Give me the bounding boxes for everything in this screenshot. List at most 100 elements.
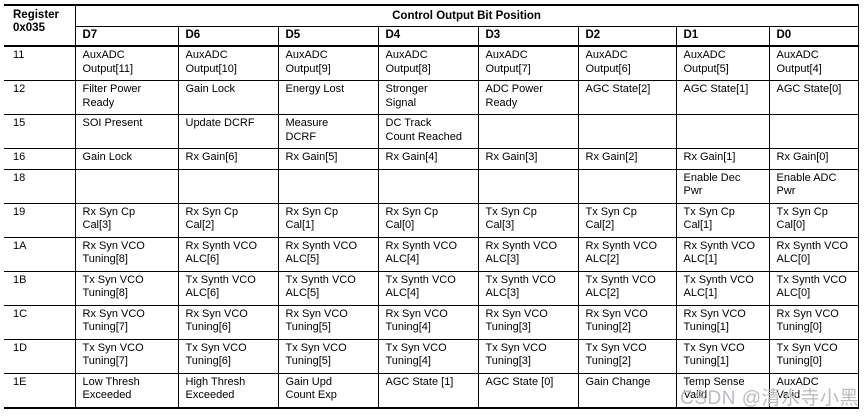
bit-cell-d7: AuxADC Output[11] <box>75 46 179 81</box>
bit-cell-d4: AuxADC Output[8] <box>378 46 479 81</box>
bit-cell-d7: Tx Syn VCO Tuning[8] <box>75 271 179 306</box>
bit-cell-d1: Rx Gain[1] <box>676 148 770 170</box>
bit-cell-d1: Enable Dec Pwr <box>676 169 770 204</box>
bit-cell-d1: Rx Synth VCO ALC[1] <box>676 237 770 272</box>
bit-cell-d5 <box>278 169 379 204</box>
table-row: 11 AuxADC Output[11] AuxADC Output[10] AuxA… <box>4 46 859 81</box>
column-header-d7: D7 <box>75 26 179 47</box>
table-row: 1B Tx Syn VCO Tuning[8] Tx Synth VCO ALC[6… <box>4 271 859 306</box>
bit-cell-d4: Rx Syn VCO Tuning[4] <box>378 305 479 340</box>
bit-cell-d3: Tx Syn Cp Cal[3] <box>478 203 579 238</box>
bit-cell-d0: AGC State[0] <box>769 80 859 115</box>
bit-cell-d3: Tx Syn VCO Tuning[3] <box>478 339 579 374</box>
bit-cell-d0 <box>769 114 859 149</box>
column-header-d1: D1 <box>676 26 770 47</box>
register-cell: 11 <box>4 46 76 81</box>
bit-cell-d0: Tx Syn VCO Tuning[0] <box>769 339 859 374</box>
bit-cell-d1: Tx Syn VCO Tuning[1] <box>676 339 770 374</box>
bit-cell-d4: Rx Syn Cp Cal[0] <box>378 203 479 238</box>
bit-cell-d0: AuxADC Valid <box>769 373 859 408</box>
bit-cell-d0: Rx Gain[0] <box>769 148 859 170</box>
bit-cell-d2: Tx Syn VCO Tuning[2] <box>578 339 677 374</box>
table-row: 1A Rx Syn VCO Tuning[8] Rx Synth VCO ALC[6… <box>4 237 859 272</box>
column-header-d6: D6 <box>178 26 279 47</box>
bit-cell-d3 <box>478 114 579 149</box>
bit-cell-d2: Rx Gain[2] <box>578 148 677 170</box>
bit-cell-d6: Rx Synth VCO ALC[6] <box>178 237 279 272</box>
bit-cell-d0: Rx Synth VCO ALC[0] <box>769 237 859 272</box>
bit-cell-d3: Rx Gain[3] <box>478 148 579 170</box>
bit-cell-d7: Low Thresh Exceeded <box>75 373 179 408</box>
table-row: 12 Filter Power Ready Gain Lock Energy Lost… <box>4 80 859 115</box>
bit-cell-d5: Rx Gain[5] <box>278 148 379 170</box>
bit-cell-d1: Temp Sense Valid <box>676 373 770 408</box>
bit-cell-d2: Rx Syn VCO Tuning[2] <box>578 305 677 340</box>
bit-cell-d5: Rx Synth VCO ALC[5] <box>278 237 379 272</box>
bit-cell-d1: AGC State[1] <box>676 80 770 115</box>
table-row: 18 Enable Dec Pwr Enable ADC Pwr <box>4 169 859 204</box>
table-row: 19 Rx Syn Cp Cal[3] Rx Syn Cp Cal[2] Rx Syn… <box>4 203 859 238</box>
table-row: 1C Rx Syn VCO Tuning[7] Rx Syn VCO Tuning[… <box>4 305 859 340</box>
bit-cell-d5: Rx Syn Cp Cal[1] <box>278 203 379 238</box>
bit-cell-d5: Energy Lost <box>278 80 379 115</box>
table-title-row: Register 0x035 Control Output Bit Positi… <box>4 5 859 47</box>
table-title: Control Output Bit Position <box>75 5 859 27</box>
bit-cell-d7: Rx Syn VCO Tuning[8] <box>75 237 179 272</box>
register-cell: 16 <box>4 148 76 170</box>
bit-cell-d3: ADC Power Ready <box>478 80 579 115</box>
bit-cell-d3: Tx Synth VCO ALC[3] <box>478 271 579 306</box>
bit-cell-d1: Tx Syn Cp Cal[1] <box>676 203 770 238</box>
register-cell: 1A <box>4 237 76 272</box>
column-header-d3: D3 <box>478 26 579 47</box>
bit-cell-d2 <box>578 114 677 149</box>
bit-cell-d0: Rx Syn VCO Tuning[0] <box>769 305 859 340</box>
bit-cell-d1 <box>676 114 770 149</box>
column-header-d0: D0 <box>769 26 859 47</box>
table-row: 1E Low Thresh Exceeded High Thresh Exceede… <box>4 373 859 408</box>
bit-cell-d2: Rx Synth VCO ALC[2] <box>578 237 677 272</box>
bit-cell-d2: Tx Synth VCO ALC[2] <box>578 271 677 306</box>
bit-cell-d6: Tx Synth VCO ALC[6] <box>178 271 279 306</box>
bit-cell-d6: Rx Gain[6] <box>178 148 279 170</box>
bit-cell-d5: Rx Syn VCO Tuning[5] <box>278 305 379 340</box>
bit-cell-d7: Rx Syn VCO Tuning[7] <box>75 305 179 340</box>
table-header: Register 0x035 Control Output Bit Positi… <box>4 5 859 47</box>
bit-cell-d4: Rx Synth VCO ALC[4] <box>378 237 479 272</box>
register-cell: 19 <box>4 203 76 238</box>
bit-cell-d4: Stronger Signal <box>378 80 479 115</box>
bit-cell-d2: AGC State[2] <box>578 80 677 115</box>
bit-cell-d7: Tx Syn VCO Tuning[7] <box>75 339 179 374</box>
bit-cell-d2 <box>578 169 677 204</box>
column-header-d2: D2 <box>578 26 677 47</box>
watermark: CSDN @清水寺小黑 <box>680 388 859 409</box>
bit-cell-d0: AuxADC Output[4] <box>769 46 859 81</box>
register-cell: 18 <box>4 169 76 204</box>
bit-cell-d1: AuxADC Output[5] <box>676 46 770 81</box>
bit-cell-d2: Tx Syn Cp Cal[2] <box>578 203 677 238</box>
bit-cell-d2: Gain Change <box>578 373 677 408</box>
bit-cell-d7: Filter Power Ready <box>75 80 179 115</box>
bit-cell-d3 <box>478 169 579 204</box>
bit-cell-d7 <box>75 169 179 204</box>
bit-cell-d0: Tx Syn Cp Cal[0] <box>769 203 859 238</box>
bit-cell-d5: AuxADC Output[9] <box>278 46 379 81</box>
bit-cell-d6: Rx Syn Cp Cal[2] <box>178 203 279 238</box>
table-row: 15 SOI Present Update DCRF Measure DCRF DC T… <box>4 114 859 149</box>
bit-cell-d3: AGC State [0] <box>478 373 579 408</box>
bit-cell-d6 <box>178 169 279 204</box>
register-column-header: Register 0x035 <box>4 5 76 47</box>
bit-cell-d2: AuxADC Output[6] <box>578 46 677 81</box>
bit-cell-d5: Gain Upd Count Exp <box>278 373 379 408</box>
table-row: 16 Gain Lock Rx Gain[6] Rx Gain[5] Rx Gain[4… <box>4 148 859 170</box>
bit-cell-d4: Tx Synth VCO ALC[4] <box>378 271 479 306</box>
table-body: 11 AuxADC Output[11] AuxADC Output[10] AuxA… <box>4 46 859 408</box>
table-row: 1D Tx Syn VCO Tuning[7] Tx Syn VCO Tuning[… <box>4 339 859 374</box>
register-cell: 1E <box>4 373 76 408</box>
bit-cell-d6: Rx Syn VCO Tuning[6] <box>178 305 279 340</box>
bit-cell-d6: Update DCRF <box>178 114 279 149</box>
bit-cell-d3: AuxADC Output[7] <box>478 46 579 81</box>
bit-cell-d7: Rx Syn Cp Cal[3] <box>75 203 179 238</box>
bit-cell-d4: Tx Syn VCO Tuning[4] <box>378 339 479 374</box>
bit-cell-d6: AuxADC Output[10] <box>178 46 279 81</box>
bit-cell-d4: DC Track Count Reached <box>378 114 479 149</box>
